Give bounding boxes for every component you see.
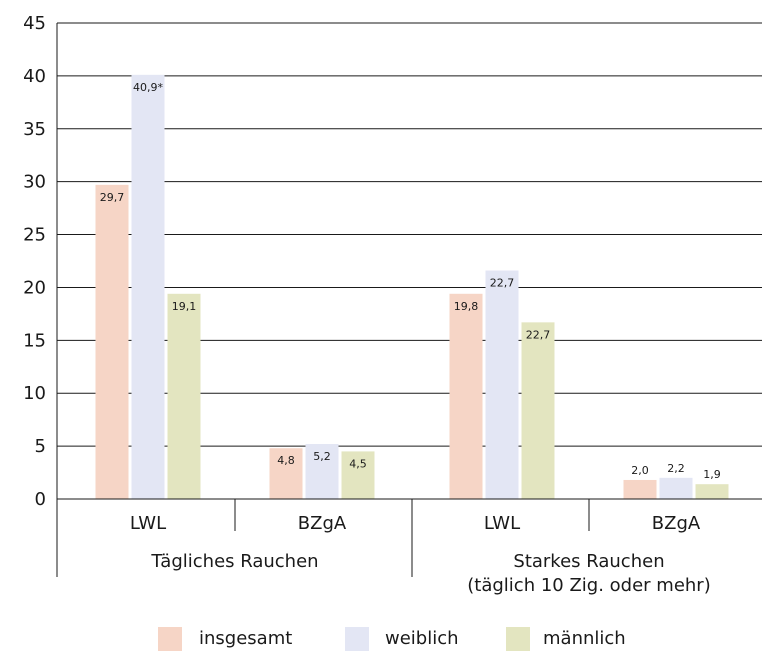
bar — [305, 443, 339, 499]
y-tick-label: 10 — [23, 383, 46, 404]
data-label: 19,1 — [172, 300, 197, 313]
y-tick-label: 35 — [23, 119, 46, 140]
bar — [485, 270, 519, 499]
bar — [269, 448, 303, 499]
y-tick-label: 15 — [23, 330, 46, 351]
x-tick-label: BZgA — [298, 513, 347, 534]
y-tick-label: 20 — [23, 277, 46, 298]
bar — [341, 451, 375, 499]
y-tick-label: 30 — [23, 172, 46, 193]
y-tick-label: 5 — [35, 436, 46, 457]
data-label: 22,7 — [526, 328, 551, 341]
x-tick-label: BZgA — [652, 513, 701, 534]
group-label: (täglich 10 Zig. oder mehr) — [467, 575, 710, 596]
group-label: Tägliches Rauchen — [150, 551, 318, 572]
data-label: 5,2 — [313, 450, 331, 463]
bar — [95, 184, 129, 499]
data-label: 19,8 — [454, 300, 479, 313]
y-tick-label: 0 — [35, 489, 46, 510]
legend-swatch — [506, 627, 530, 651]
data-label: 29,7 — [100, 191, 125, 204]
bar — [131, 74, 165, 499]
x-tick-label: LWL — [130, 513, 166, 534]
legend-swatch — [345, 627, 369, 651]
data-label: 40,9* — [133, 81, 163, 94]
data-label: 4,5 — [349, 457, 367, 470]
data-label: 4,8 — [277, 454, 295, 467]
legend-swatch — [158, 627, 182, 651]
bar — [521, 322, 555, 499]
y-tick-label: 25 — [23, 225, 46, 246]
bar — [659, 477, 693, 499]
bar — [623, 479, 657, 499]
bar — [695, 484, 729, 499]
data-label: 2,0 — [631, 464, 649, 477]
legend-label: insgesamt — [199, 628, 292, 649]
bar — [449, 293, 483, 499]
data-label: 2,2 — [667, 462, 685, 475]
data-label: 1,9 — [703, 468, 721, 481]
y-tick-label: 45 — [23, 13, 46, 34]
x-tick-label: LWL — [484, 513, 520, 534]
y-tick-label: 40 — [23, 66, 46, 87]
legend-label: männlich — [543, 628, 626, 649]
group-label: Starkes Rauchen — [513, 551, 664, 572]
data-label: 22,7 — [490, 277, 515, 290]
legend-label: weiblich — [385, 628, 459, 649]
bar — [167, 293, 201, 499]
